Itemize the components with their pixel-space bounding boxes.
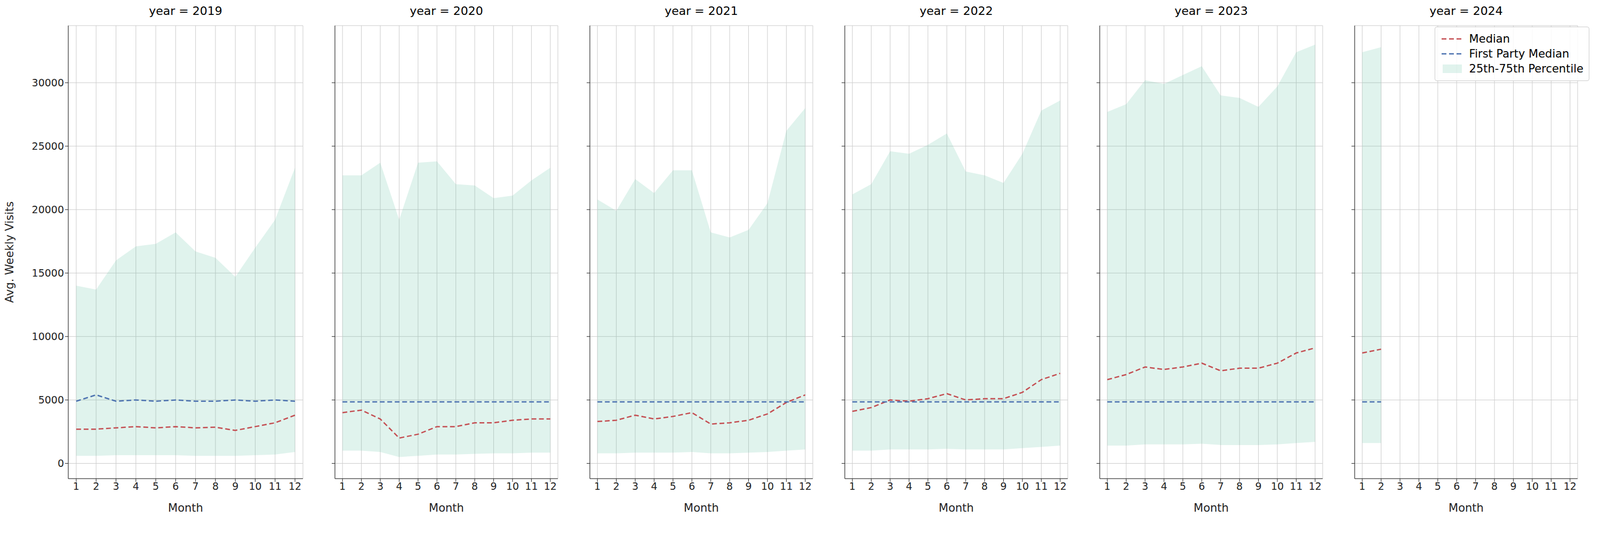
svg-text:12: 12 <box>288 480 302 493</box>
svg-text:6: 6 <box>943 480 950 493</box>
svg-text:8: 8 <box>726 480 733 493</box>
svg-text:Month: Month <box>1448 501 1484 515</box>
svg-text:2: 2 <box>613 480 620 493</box>
svg-text:5: 5 <box>152 480 159 493</box>
svg-text:2: 2 <box>1123 480 1130 493</box>
svg-text:3: 3 <box>1396 480 1404 493</box>
html-text:First Party Median: First Party Median <box>1469 47 1570 61</box>
html-text:25th-75th Percentile: 25th-75th Percentile <box>1469 62 1584 76</box>
svg-text:1: 1 <box>849 480 856 493</box>
svg-text:6: 6 <box>688 480 695 493</box>
svg-text:9: 9 <box>1000 480 1007 493</box>
svg-text:10: 10 <box>248 480 262 493</box>
svg-text:5: 5 <box>924 480 932 493</box>
svg-text:12: 12 <box>1563 480 1577 493</box>
svg-text:4: 4 <box>905 480 912 493</box>
svg-text:4: 4 <box>1415 480 1422 493</box>
svg-text:7: 7 <box>1472 480 1479 493</box>
svg-text:5: 5 <box>414 480 422 493</box>
svg-text:25000: 25000 <box>32 140 64 152</box>
svg-text:5000: 5000 <box>38 394 64 406</box>
svg-text:Month: Month <box>168 501 204 515</box>
svg-text:7: 7 <box>1217 480 1224 493</box>
html-text:year = 2020: year = 2020 <box>409 4 484 18</box>
svg-text:9: 9 <box>1510 480 1517 493</box>
svg-text:12: 12 <box>1053 480 1067 493</box>
svg-text:0: 0 <box>57 457 64 470</box>
svg-text:5: 5 <box>669 480 677 493</box>
html-text:year = 2019: year = 2019 <box>148 4 223 18</box>
svg-text:11: 11 <box>779 480 793 493</box>
svg-text:Avg. Weekly Visits: Avg. Weekly Visits <box>4 201 16 303</box>
svg-text:2: 2 <box>1378 480 1385 493</box>
svg-text:15000: 15000 <box>32 267 64 279</box>
svg-text:7: 7 <box>707 480 715 493</box>
svg-text:Month: Month <box>1193 501 1229 515</box>
svg-text:6: 6 <box>172 480 179 493</box>
svg-text:10: 10 <box>761 480 774 493</box>
svg-text:3: 3 <box>1141 480 1149 493</box>
svg-text:2: 2 <box>868 480 875 493</box>
html-text:Median: Median <box>1469 32 1510 46</box>
svg-text:6: 6 <box>433 480 440 493</box>
svg-text:10: 10 <box>1525 480 1539 493</box>
svg-text:4: 4 <box>395 480 403 493</box>
svg-text:1: 1 <box>1104 480 1111 493</box>
svg-text:2: 2 <box>92 480 100 493</box>
svg-text:1: 1 <box>1358 480 1366 493</box>
svg-text:12: 12 <box>544 480 557 493</box>
svg-text:1: 1 <box>339 480 346 493</box>
svg-text:3: 3 <box>112 480 119 493</box>
svg-text:4: 4 <box>132 480 140 493</box>
svg-text:5: 5 <box>1179 480 1187 493</box>
svg-text:7: 7 <box>452 480 460 493</box>
svg-text:8: 8 <box>981 480 988 493</box>
svg-text:3: 3 <box>377 480 384 493</box>
svg-text:1: 1 <box>594 480 601 493</box>
svg-text:10: 10 <box>1270 480 1284 493</box>
svg-text:4: 4 <box>1160 480 1167 493</box>
svg-text:7: 7 <box>962 480 970 493</box>
svg-text:Month: Month <box>428 501 464 515</box>
svg-text:2: 2 <box>358 480 365 493</box>
svg-text:Month: Month <box>938 501 974 515</box>
svg-text:10: 10 <box>506 480 519 493</box>
svg-text:8: 8 <box>212 480 219 493</box>
svg-text:9: 9 <box>1255 480 1262 493</box>
svg-text:11: 11 <box>1289 480 1303 493</box>
svg-text:10000: 10000 <box>32 330 64 343</box>
svg-text:11: 11 <box>524 480 538 493</box>
svg-text:Month: Month <box>683 501 719 515</box>
html-text:year = 2022: year = 2022 <box>919 4 993 18</box>
html-text:year = 2024: year = 2024 <box>1429 4 1503 18</box>
svg-text:11: 11 <box>1544 480 1558 493</box>
svg-text:3: 3 <box>886 480 894 493</box>
svg-text:4: 4 <box>650 480 658 493</box>
svg-text:8: 8 <box>1491 480 1498 493</box>
svg-text:5: 5 <box>1434 480 1442 493</box>
svg-text:8: 8 <box>1236 480 1243 493</box>
svg-text:12: 12 <box>798 480 812 493</box>
svg-text:9: 9 <box>745 480 752 493</box>
html-text:year = 2021: year = 2021 <box>664 4 739 18</box>
svg-text:11: 11 <box>268 480 282 493</box>
html-text:year = 2023: year = 2023 <box>1174 4 1248 18</box>
svg-text:12: 12 <box>1308 480 1322 493</box>
svg-text:30000: 30000 <box>32 76 64 89</box>
svg-text:20000: 20000 <box>32 203 64 216</box>
svg-text:8: 8 <box>471 480 478 493</box>
svg-text:3: 3 <box>632 480 639 493</box>
svg-text:11: 11 <box>1034 480 1048 493</box>
svg-text:9: 9 <box>490 480 498 493</box>
svg-text:6: 6 <box>1198 480 1205 493</box>
svg-text:6: 6 <box>1453 480 1460 493</box>
svg-text:7: 7 <box>192 480 199 493</box>
svg-text:1: 1 <box>73 480 80 493</box>
svg-text:10: 10 <box>1016 480 1029 493</box>
svg-text:9: 9 <box>232 480 239 493</box>
